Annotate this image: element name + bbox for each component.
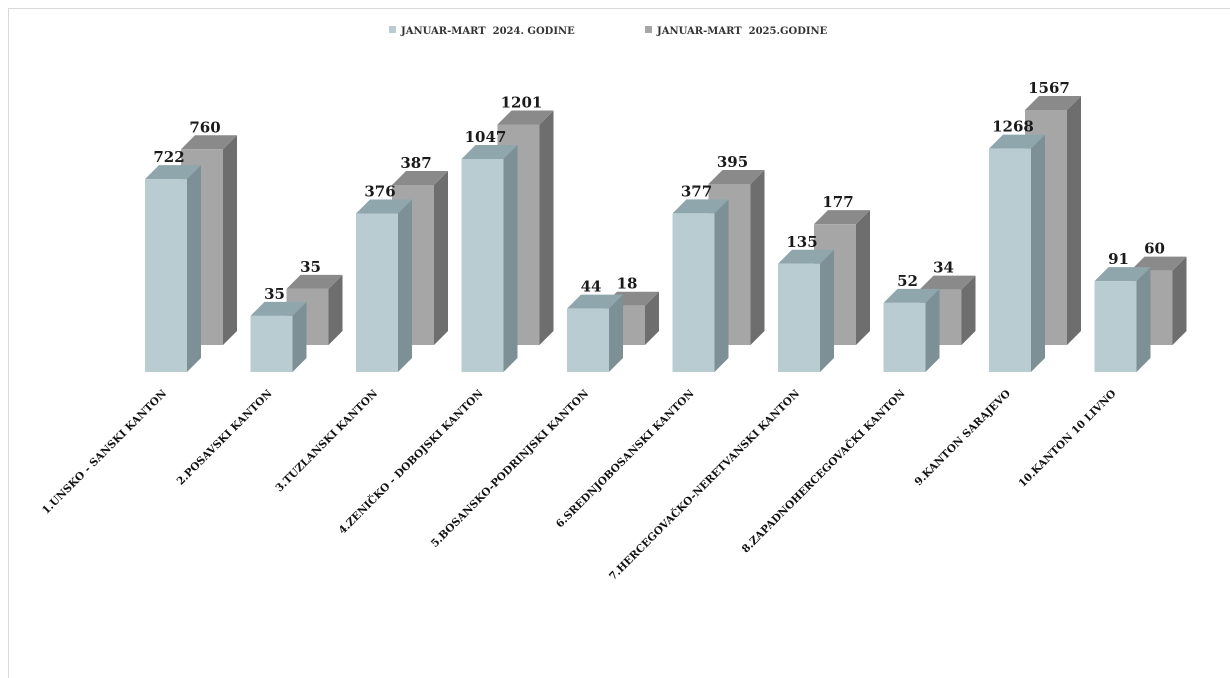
- bar-side: [714, 199, 729, 372]
- bar-top: [672, 199, 729, 214]
- data-label-2025-3: 387: [400, 154, 431, 172]
- bar-2024-3: [356, 199, 412, 372]
- bar-side: [398, 199, 412, 372]
- data-label-2024-4: 1047: [465, 128, 507, 146]
- bar-front: [461, 159, 504, 372]
- bar-2024-2: [250, 301, 307, 372]
- bar-top: [989, 134, 1045, 149]
- bar-front: [250, 315, 293, 372]
- data-label-2025-6: 395: [717, 153, 748, 171]
- bar-2024-10: [1094, 267, 1151, 372]
- bar-front: [778, 263, 820, 372]
- data-label-2024-2: 35: [264, 285, 285, 303]
- data-label-2025-7: 177: [822, 193, 853, 211]
- bar-2024-8: [883, 288, 940, 372]
- legend-label-2025: JANUAR-MART 2025.GODINE: [656, 26, 828, 37]
- data-label-2025-1: 760: [189, 118, 220, 136]
- category-label-3: 3.TUZLANSKI KANTON: [273, 387, 380, 494]
- bar-2024-9: [989, 134, 1045, 372]
- bar-front: [145, 179, 187, 372]
- bar-top: [1094, 267, 1151, 282]
- bar-side: [503, 145, 518, 372]
- bar-top: [145, 165, 201, 180]
- bar-2024-1: [145, 165, 201, 372]
- category-label-10: 10.KANTON 10 LIVNO: [1017, 388, 1119, 490]
- bar-2024-6: [672, 199, 729, 372]
- bar-top: [461, 145, 518, 160]
- bar-front: [567, 308, 609, 372]
- data-label-2025-8: 34: [933, 259, 954, 277]
- bar-top: [497, 110, 554, 125]
- value-labels-layer: 760 722 35 35 387 376 1201 1047 18 44 395 377 177 135…: [153, 79, 1165, 303]
- bar-2024-7: [778, 249, 834, 372]
- bars-layer: [145, 96, 1187, 372]
- bar-side: [609, 294, 623, 372]
- bar-top: [708, 169, 765, 184]
- bar-front: [672, 213, 715, 372]
- legend: JANUAR-MART 2024. GODINE JANUAR-MART 202…: [389, 26, 828, 37]
- bar-front: [989, 148, 1031, 372]
- bar-front: [356, 213, 398, 372]
- bar-side: [328, 274, 343, 345]
- bar-top: [567, 294, 623, 309]
- chart-frame: [8, 8, 1230, 678]
- bar-2024-4: [461, 145, 518, 372]
- bar-top: [250, 301, 307, 316]
- data-label-2025-10: 60: [1144, 240, 1165, 258]
- bar-side: [187, 165, 201, 372]
- bar-top: [356, 199, 412, 214]
- data-label-2025-5: 18: [617, 275, 638, 293]
- bar-top: [392, 170, 448, 185]
- bar-side: [434, 170, 448, 345]
- bar-top: [919, 275, 976, 290]
- data-label-2024-10: 91: [1108, 250, 1129, 268]
- category-labels-layer: 1.UNSKO - SANSKI KANTON 2.POSAVSKI KANTON…: [40, 386, 1119, 583]
- bar-side: [223, 135, 237, 345]
- bar-side: [1067, 96, 1081, 345]
- bar-side: [1172, 256, 1187, 345]
- bar-side: [925, 288, 940, 372]
- data-label-2024-9: 1268: [992, 118, 1034, 136]
- bar-side: [961, 275, 976, 345]
- legend-swatch-2025: [645, 26, 652, 33]
- legend-label-2024: JANUAR-MART 2024. GODINE: [400, 26, 575, 37]
- data-label-2025-2: 35: [300, 258, 321, 276]
- data-label-2024-6: 377: [681, 182, 712, 200]
- bar-side: [645, 291, 659, 345]
- legend-item-2025: JANUAR-MART 2025.GODINE: [645, 26, 828, 37]
- bar-front: [1094, 281, 1137, 372]
- data-label-2024-7: 135: [786, 233, 817, 251]
- data-label-2024-5: 44: [581, 278, 602, 296]
- bar-top: [814, 210, 870, 225]
- bar-top: [286, 274, 343, 289]
- legend-swatch-2024: [389, 26, 396, 33]
- data-label-2024-3: 376: [364, 182, 395, 200]
- bar-side: [1136, 267, 1151, 372]
- category-label-7: 7.HERCEGOVAČKO-NERETVANSKI KANTON: [606, 386, 803, 583]
- bar-top: [1025, 96, 1081, 110]
- bar-top: [181, 135, 237, 150]
- category-label-2: 2.POSAVSKI KANTON: [175, 387, 275, 487]
- bar-side: [1031, 134, 1045, 372]
- bar-side: [539, 110, 554, 345]
- bar-top: [883, 288, 940, 303]
- data-label-2024-1: 722: [153, 148, 184, 166]
- category-label-1: 1.UNSKO - SANSKI KANTON: [40, 387, 169, 516]
- bar-top: [778, 249, 834, 264]
- data-label-2025-4: 1201: [501, 94, 543, 112]
- bar-side: [856, 210, 870, 345]
- bar-side: [820, 249, 834, 372]
- bar-front: [883, 302, 926, 372]
- bar-side: [292, 301, 307, 372]
- bar-2024-5: [567, 294, 623, 372]
- data-label-2025-9: 1567: [1028, 79, 1070, 97]
- legend-item-2024: JANUAR-MART 2024. GODINE: [389, 26, 575, 37]
- category-label-9: 9.KANTON SARAJEVO: [912, 388, 1013, 489]
- bar-side: [750, 169, 765, 345]
- data-label-2024-8: 52: [897, 272, 918, 290]
- category-label-8: 8.ZAPADNOHERCEGOVAČKI KANTON: [738, 386, 908, 556]
